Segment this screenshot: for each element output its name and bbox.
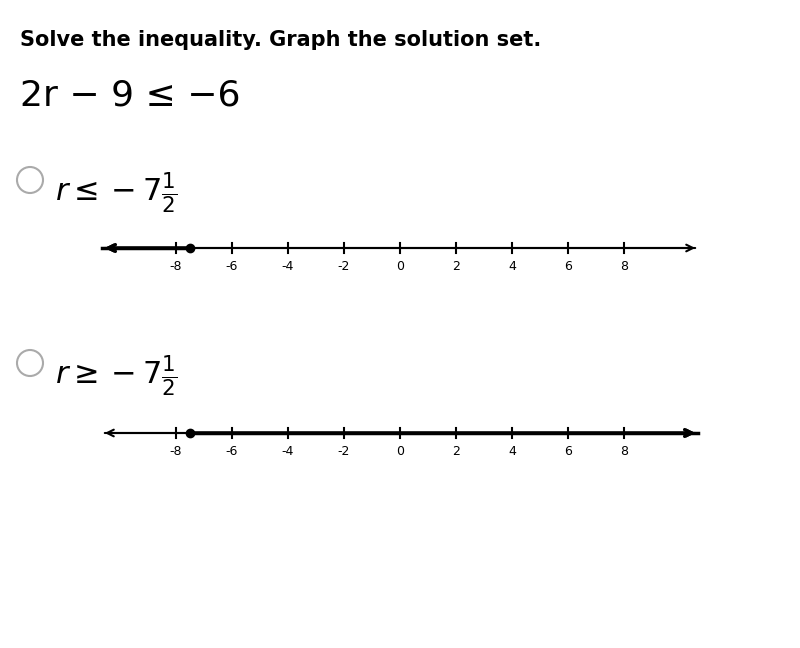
Text: -6: -6 bbox=[226, 445, 238, 458]
Text: -2: -2 bbox=[338, 445, 350, 458]
Text: -8: -8 bbox=[170, 260, 182, 273]
Text: 4: 4 bbox=[508, 260, 516, 273]
Text: -4: -4 bbox=[282, 445, 294, 458]
Text: 8: 8 bbox=[620, 445, 628, 458]
Text: -4: -4 bbox=[282, 260, 294, 273]
Text: 4: 4 bbox=[508, 445, 516, 458]
Text: 6: 6 bbox=[564, 260, 572, 273]
Text: 0: 0 bbox=[396, 260, 404, 273]
Text: 8: 8 bbox=[620, 260, 628, 273]
Text: $r \leq -7\frac{1}{2}$: $r \leq -7\frac{1}{2}$ bbox=[55, 170, 178, 216]
Text: -8: -8 bbox=[170, 445, 182, 458]
Text: 2: 2 bbox=[452, 260, 460, 273]
Text: 2: 2 bbox=[452, 445, 460, 458]
Text: 0: 0 bbox=[396, 445, 404, 458]
Text: -2: -2 bbox=[338, 260, 350, 273]
Text: Solve the inequality. Graph the solution set.: Solve the inequality. Graph the solution… bbox=[20, 30, 542, 50]
Text: 2r − 9 ≤ −6: 2r − 9 ≤ −6 bbox=[20, 78, 241, 112]
Text: 6: 6 bbox=[564, 445, 572, 458]
Text: $r \geq -7\frac{1}{2}$: $r \geq -7\frac{1}{2}$ bbox=[55, 353, 178, 399]
Text: -6: -6 bbox=[226, 260, 238, 273]
